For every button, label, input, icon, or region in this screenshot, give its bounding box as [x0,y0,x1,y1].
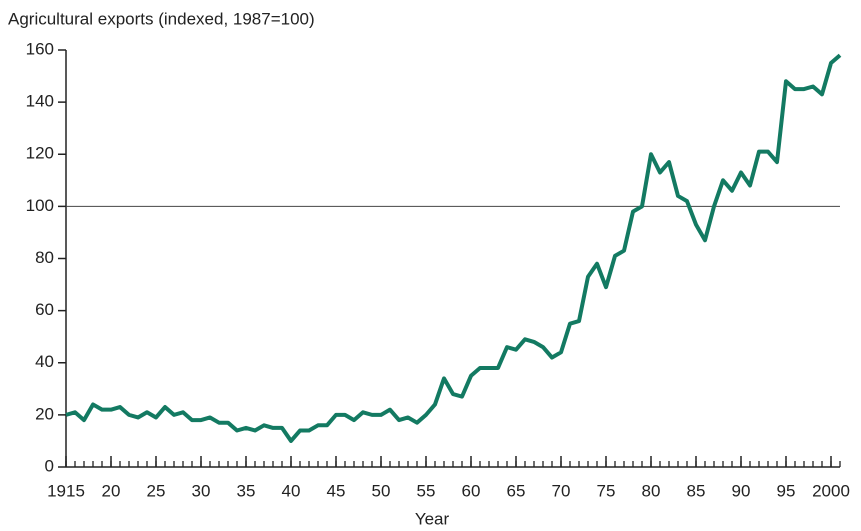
y-tick-label: 80 [35,248,54,267]
x-tick-label: 50 [372,481,391,500]
x-tick-label: 70 [552,481,571,500]
x-tick-label: 30 [192,481,211,500]
x-tick-label: 1915 [47,481,85,500]
x-tick-label: 2000 [812,481,850,500]
y-tick-label: 160 [26,39,54,58]
y-tick-label: 60 [35,300,54,319]
y-tick-label: 140 [26,92,54,111]
x-tick-label: 65 [507,481,526,500]
x-tick-label: 55 [417,481,436,500]
y-tick-label: 100 [26,196,54,215]
x-tick-label: 45 [327,481,346,500]
y-tick-label: 40 [35,352,54,371]
y-tick-label: 120 [26,144,54,163]
x-axis-label: Year [415,509,450,528]
x-tick-label: 85 [687,481,706,500]
x-tick-label: 80 [642,481,661,500]
x-tick-label: 25 [147,481,166,500]
chart-title: Agricultural exports (indexed, 1987=100) [8,9,315,28]
data-line [65,53,842,443]
x-tick-label: 35 [237,481,256,500]
x-tick-label: 20 [102,481,121,500]
y-tick-label: 20 [35,404,54,423]
y-tick-label: 0 [45,456,54,475]
x-tick-label: 40 [282,481,301,500]
x-tick-label: 95 [777,481,796,500]
x-tick-label: 90 [732,481,751,500]
x-tick-label: 60 [462,481,481,500]
x-tick-label: 75 [597,481,616,500]
